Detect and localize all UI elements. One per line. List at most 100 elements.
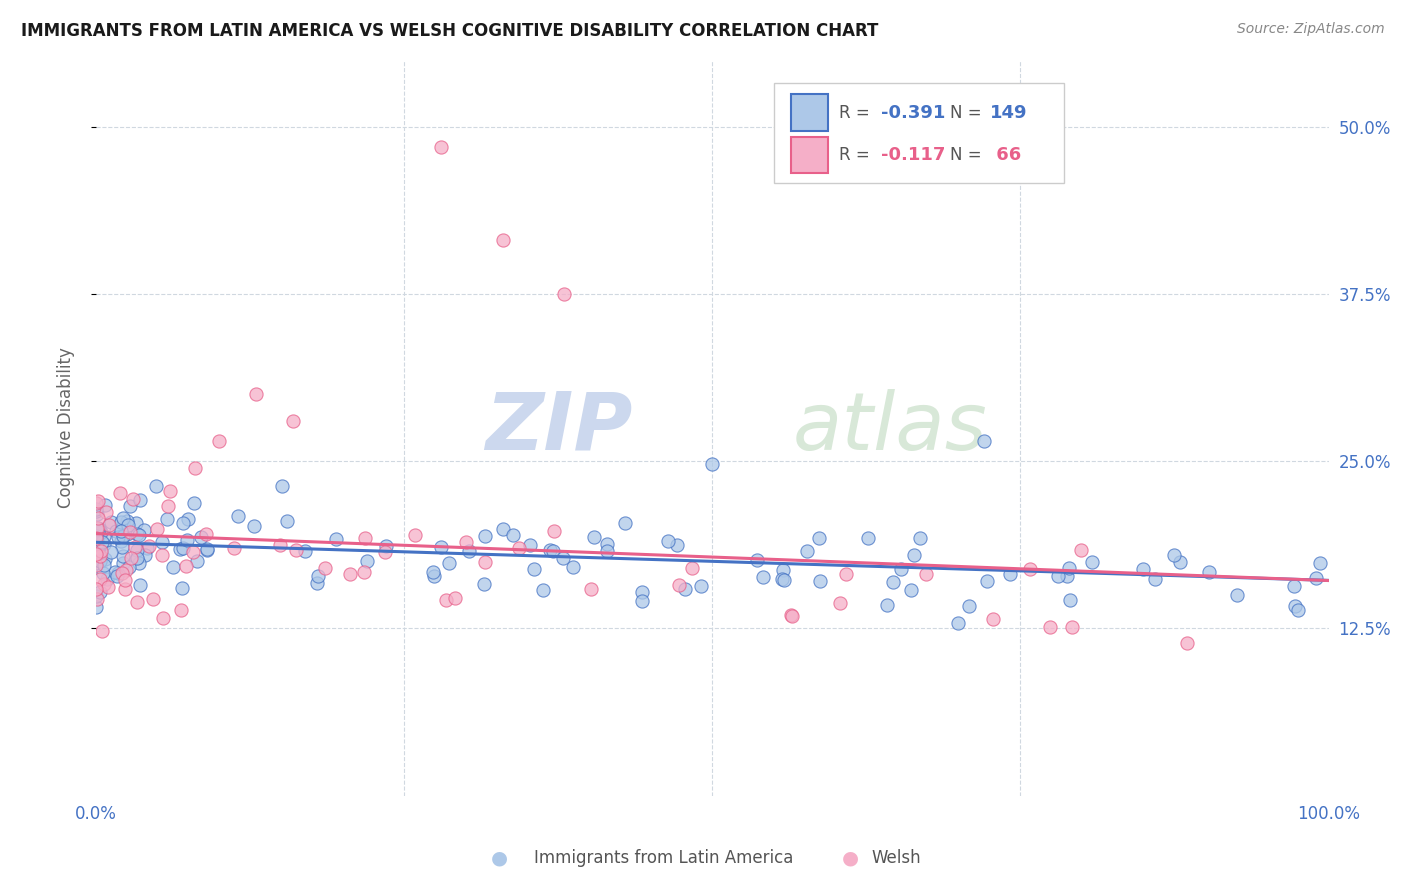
- Point: [1226, 588, 1249, 602]
- Point: [983, 612, 1005, 626]
- Point: [105, 569, 128, 583]
- Point: [474, 576, 496, 591]
- Point: [96, 572, 118, 586]
- Point: [128, 493, 150, 508]
- Point: [104, 566, 127, 580]
- Point: [579, 582, 602, 596]
- Point: [84, 501, 107, 516]
- Y-axis label: Cognitive Disability: Cognitive Disability: [58, 347, 75, 508]
- Point: [796, 544, 818, 558]
- Point: [128, 528, 150, 542]
- Point: [422, 565, 444, 579]
- Point: [86, 526, 108, 541]
- Point: [1284, 579, 1306, 593]
- Point: [957, 599, 980, 613]
- Point: [423, 569, 446, 583]
- Point: [86, 507, 108, 521]
- Point: [111, 556, 134, 570]
- Point: [89, 572, 111, 586]
- Point: [114, 573, 136, 587]
- Point: [523, 562, 546, 576]
- Point: [110, 515, 132, 529]
- Point: [136, 541, 159, 556]
- Point: [782, 609, 804, 624]
- Point: [858, 532, 880, 546]
- Point: [325, 533, 347, 547]
- Point: [197, 541, 219, 556]
- Point: [145, 479, 167, 493]
- Point: [1163, 549, 1185, 563]
- Point: [976, 574, 998, 588]
- Point: [97, 580, 120, 594]
- Point: [87, 541, 110, 556]
- Text: Source: ZipAtlas.com: Source: ZipAtlas.com: [1237, 22, 1385, 37]
- Point: [702, 457, 724, 471]
- Point: [190, 530, 212, 544]
- Point: [890, 562, 912, 576]
- Point: [665, 537, 688, 551]
- Point: [177, 512, 200, 526]
- Point: [354, 531, 377, 545]
- Point: [117, 518, 139, 533]
- Point: [1046, 569, 1069, 583]
- Point: [90, 546, 112, 560]
- Point: [86, 511, 108, 525]
- Point: [630, 584, 652, 599]
- Point: [404, 528, 426, 542]
- Point: [668, 578, 690, 592]
- Point: [93, 529, 115, 543]
- Point: [1062, 620, 1084, 634]
- Point: [87, 523, 110, 537]
- Point: [108, 486, 131, 500]
- Point: [1039, 620, 1062, 634]
- Point: [86, 521, 108, 535]
- Text: R =: R =: [839, 103, 876, 121]
- Point: [150, 549, 173, 563]
- Point: [1143, 572, 1166, 586]
- Point: [208, 434, 231, 448]
- Point: [183, 496, 205, 510]
- Point: [808, 531, 831, 545]
- Point: [89, 522, 111, 536]
- Text: atlas: atlas: [793, 389, 987, 467]
- Point: [93, 566, 115, 580]
- Point: [84, 531, 107, 545]
- Point: [127, 551, 149, 566]
- Point: [356, 554, 378, 568]
- Point: [114, 563, 136, 577]
- Point: [314, 561, 336, 575]
- Point: [353, 565, 375, 579]
- Point: [430, 139, 453, 153]
- Point: [745, 552, 768, 566]
- FancyBboxPatch shape: [792, 95, 828, 131]
- Point: [84, 547, 107, 561]
- Point: [117, 526, 139, 541]
- Point: [120, 499, 142, 513]
- Point: [105, 524, 128, 538]
- Point: [222, 541, 245, 556]
- Point: [946, 616, 969, 631]
- Point: [169, 541, 191, 556]
- Text: ZIP: ZIP: [485, 389, 633, 467]
- Point: [152, 534, 174, 549]
- Point: [170, 603, 193, 617]
- Point: [374, 545, 396, 559]
- Point: [780, 608, 803, 623]
- Point: [146, 522, 169, 536]
- Point: [375, 539, 398, 553]
- Point: [596, 544, 619, 558]
- Point: [112, 511, 135, 525]
- Point: [138, 539, 160, 553]
- Point: [124, 540, 146, 554]
- Point: [91, 535, 114, 549]
- Point: [1286, 602, 1309, 616]
- Point: [307, 569, 329, 583]
- Point: [84, 558, 107, 572]
- Text: 149: 149: [990, 103, 1028, 121]
- Point: [538, 543, 561, 558]
- Point: [127, 550, 149, 565]
- Text: Immigrants from Latin America: Immigrants from Latin America: [534, 849, 793, 867]
- Point: [673, 582, 696, 596]
- Point: [93, 552, 115, 566]
- Point: [87, 521, 110, 535]
